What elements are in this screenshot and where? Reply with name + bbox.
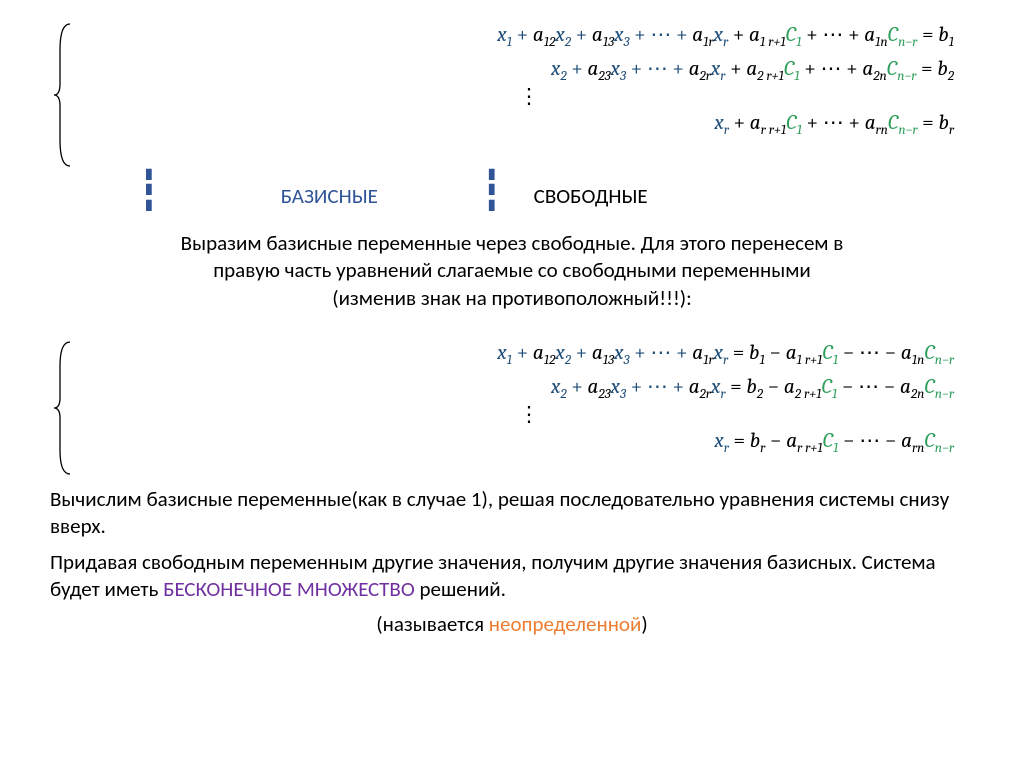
dash-divider-1: ▮▮▮ [145,166,153,212]
eq2-line-r: xr = br − ar r+1C1 − ⋯ − arnCn−r [84,426,974,460]
paragraph-1: Выразим базисные переменные через свобод… [50,230,974,312]
variable-labels: ▮▮▮ БАЗИСНЫЕ ▮▮▮ СВОБОДНЫЕ [145,166,974,212]
eq1-line-r: xr + ar r+1C1 + ⋯ + arnCn−r = br [84,108,974,142]
eq1-line1: x1 + a12x2 + a13x3 + ⋯ + a1rxr + a1 r+1C… [84,20,974,54]
dash-divider-2: ▮▮▮ [488,166,496,212]
equation-lines-1: x1 + a12x2 + a13x3 + ⋯ + a1rxr + a1 r+1C… [76,20,974,142]
para1-line2: правую часть уравнений слагаемые со своб… [213,257,811,283]
undefined-keyword: неопределенной [489,611,642,637]
paragraph-2: Вычислим базисные переменные(как в случа… [50,486,974,541]
para1-line3: (изменив знак на противоположный!!!): [332,285,692,311]
infinite-set-keyword: БЕСКОНЕЧНОЕ МНОЖЕСТВО [163,576,415,602]
equation-system-1: x1 + a12x2 + a13x3 + ⋯ + a1rxr + a1 r+1C… [50,20,974,170]
eq2-line2: x2 + a23x3 + ⋯ + a2rxr = b2 − a2 r+1C1 −… [84,372,974,406]
eq1-dots: ⋮ [84,87,974,108]
eq2-line1: x1 + a12x2 + a13x3 + ⋯ + a1rxr = b1 − a1… [84,338,974,372]
eq2-dots: ⋮ [84,405,974,426]
para3-b: решений. [415,576,506,602]
para4-b: ) [641,611,647,637]
paragraph-3: Придавая свободным переменным другие зна… [50,549,974,604]
para1-line1: Выразим базисные переменные через свобод… [181,230,844,256]
brace-icon-2 [50,338,76,478]
equation-lines-2: x1 + a12x2 + a13x3 + ⋯ + a1rxr = b1 − a1… [76,338,974,460]
basic-label: БАЗИСНЫЕ [281,183,378,212]
eq1-line2: x2 + a23x3 + ⋯ + a2rxr + a2 r+1C1 + ⋯ + … [84,54,974,88]
free-label: СВОБОДНЫЕ [534,183,648,212]
equation-system-2: x1 + a12x2 + a13x3 + ⋯ + a1rxr = b1 − a1… [50,338,974,478]
brace-icon [50,20,76,170]
paragraph-4: (называется неопределенной) [50,611,974,638]
para4-a: (называется [376,611,489,637]
